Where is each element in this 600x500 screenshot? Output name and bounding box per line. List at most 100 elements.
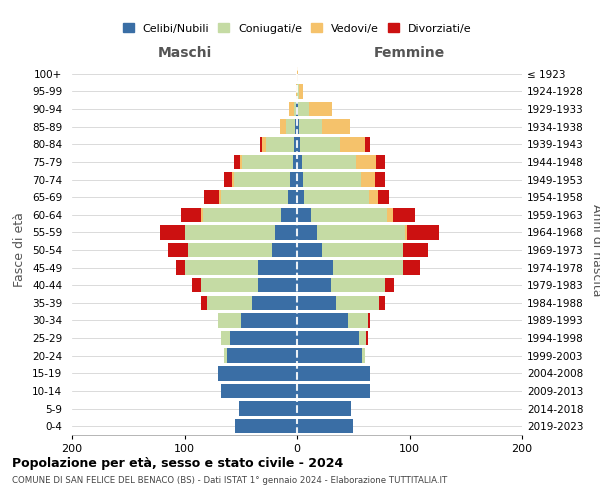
Bar	[322, 243, 403, 257]
Bar	[297, 102, 298, 117]
Bar	[407, 225, 439, 240]
Bar	[257, 260, 297, 275]
Bar	[361, 172, 374, 186]
Bar	[239, 154, 242, 169]
Bar	[297, 348, 362, 363]
Bar	[297, 243, 322, 257]
Bar	[297, 296, 337, 310]
Bar	[202, 278, 257, 292]
Text: Popolazione per età, sesso e stato civile - 2024: Popolazione per età, sesso e stato civil…	[12, 458, 343, 470]
Bar	[241, 314, 297, 328]
Text: Femmine: Femmine	[374, 46, 445, 60]
Bar	[385, 278, 394, 292]
Bar	[298, 102, 310, 117]
Legend: Celibi/Nubili, Coniugati/e, Vedovi/e, Divorziati/e: Celibi/Nubili, Coniugati/e, Vedovi/e, Di…	[118, 19, 476, 38]
Bar	[378, 190, 389, 204]
Bar	[202, 296, 207, 310]
Y-axis label: Fasce di età: Fasce di età	[13, 212, 26, 288]
Y-axis label: Anni di nascita: Anni di nascita	[590, 204, 600, 296]
Bar	[403, 260, 419, 275]
Bar	[362, 348, 365, 363]
Bar	[224, 172, 232, 186]
Bar	[322, 120, 350, 134]
Bar	[299, 120, 322, 134]
Text: Maschi: Maschi	[157, 46, 212, 60]
Bar	[297, 278, 331, 292]
Bar	[297, 419, 353, 434]
Bar	[281, 208, 297, 222]
Bar	[297, 208, 311, 222]
Bar	[220, 190, 221, 204]
Bar	[297, 402, 351, 416]
Bar	[392, 208, 415, 222]
Bar	[221, 331, 229, 345]
Bar	[297, 137, 301, 152]
Bar	[311, 208, 387, 222]
Bar	[260, 137, 262, 152]
Bar	[297, 172, 302, 186]
Bar	[403, 243, 427, 257]
Bar	[297, 331, 359, 345]
Bar	[331, 278, 385, 292]
Bar	[299, 84, 302, 98]
Bar	[235, 419, 297, 434]
Bar	[297, 225, 317, 240]
Bar	[304, 190, 369, 204]
Bar	[333, 260, 403, 275]
Bar	[297, 366, 370, 380]
Bar	[289, 102, 293, 117]
Bar	[234, 154, 239, 169]
Bar	[288, 190, 297, 204]
Bar	[301, 137, 340, 152]
Bar	[227, 348, 297, 363]
Bar	[365, 331, 368, 345]
Bar	[302, 172, 361, 186]
Bar	[368, 314, 370, 328]
Bar	[185, 260, 257, 275]
Bar	[379, 296, 385, 310]
Bar	[297, 384, 370, 398]
Bar	[296, 102, 297, 117]
Bar	[272, 243, 297, 257]
Bar	[188, 243, 272, 257]
Bar	[293, 154, 297, 169]
Bar	[297, 190, 304, 204]
Bar	[347, 314, 368, 328]
Bar	[229, 331, 297, 345]
Bar	[221, 384, 297, 398]
Bar	[234, 172, 290, 186]
Bar	[224, 348, 227, 363]
Bar	[290, 172, 297, 186]
Bar	[176, 260, 185, 275]
Bar	[297, 84, 299, 98]
Bar	[207, 296, 252, 310]
Bar	[387, 208, 392, 222]
Bar	[317, 225, 405, 240]
Bar	[280, 120, 286, 134]
Bar	[337, 296, 379, 310]
Bar	[310, 102, 332, 117]
Bar	[297, 260, 333, 275]
Bar	[296, 84, 297, 98]
Bar	[203, 190, 220, 204]
Bar	[221, 190, 288, 204]
Bar	[265, 137, 293, 152]
Bar	[297, 314, 347, 328]
Bar	[302, 154, 355, 169]
Bar	[275, 225, 297, 240]
Bar	[257, 278, 297, 292]
Bar	[252, 296, 297, 310]
Bar	[376, 154, 385, 169]
Bar	[295, 120, 297, 134]
Bar	[374, 172, 385, 186]
Bar	[359, 331, 365, 345]
Bar	[286, 120, 295, 134]
Bar	[242, 154, 293, 169]
Bar	[203, 208, 281, 222]
Text: COMUNE DI SAN FELICE DEL BENACO (BS) - Dati ISTAT 1° gennaio 2024 - Elaborazione: COMUNE DI SAN FELICE DEL BENACO (BS) - D…	[12, 476, 447, 485]
Bar	[405, 225, 407, 240]
Bar	[262, 137, 265, 152]
Bar	[218, 366, 297, 380]
Bar	[340, 137, 365, 152]
Bar	[369, 190, 378, 204]
